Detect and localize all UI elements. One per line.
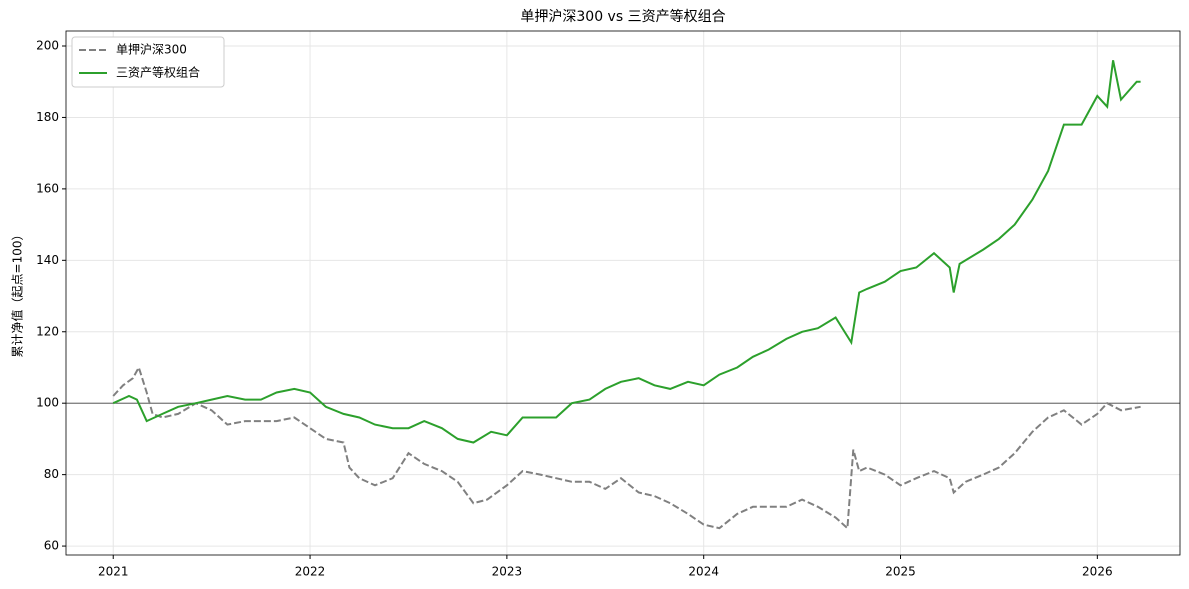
- y-axis-label: 累计净值（起点=100）: [10, 229, 25, 358]
- y-tick-label: 140: [36, 253, 59, 267]
- x-tick-label: 2023: [492, 565, 523, 579]
- y-tick-label: 120: [36, 324, 59, 338]
- chart-title: 单押沪深300 vs 三资产等权组合: [520, 8, 725, 25]
- legend-label: 单押沪深300: [116, 43, 187, 57]
- x-tick-label: 2026: [1082, 565, 1113, 579]
- legend-label: 三资产等权组合: [116, 65, 200, 80]
- y-tick-label: 60: [44, 539, 59, 553]
- series-line: [112, 364, 1141, 531]
- x-tick-label: 2024: [688, 565, 719, 579]
- series-line: [112, 60, 1141, 444]
- plot-frame: [65, 30, 1181, 556]
- x-tick-label: 2022: [295, 565, 326, 579]
- x-tick-label: 2021: [98, 565, 129, 579]
- y-tick-label: 160: [36, 181, 59, 195]
- y-tick-label: 80: [44, 467, 59, 481]
- legend-box: [71, 36, 225, 88]
- y-tick-label: 180: [36, 110, 59, 124]
- y-tick-label: 100: [36, 396, 59, 410]
- y-tick-label: 200: [36, 39, 59, 53]
- x-tick-label: 2025: [885, 565, 916, 579]
